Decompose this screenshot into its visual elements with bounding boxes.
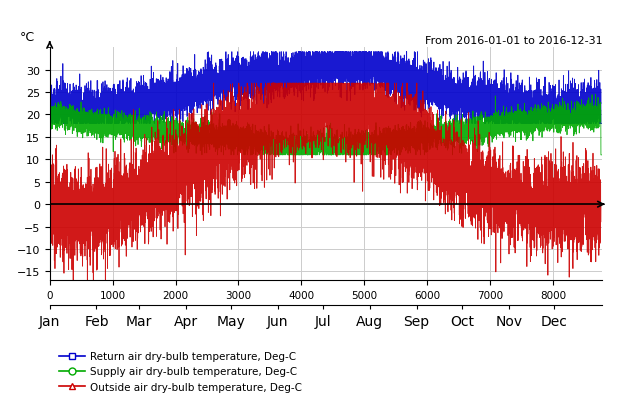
Legend: Return air dry-bulb temperature, Deg-C, Supply air dry-bulb temperature, Deg-C, : Return air dry-bulb temperature, Deg-C, …	[55, 347, 307, 396]
Y-axis label: °C: °C	[20, 30, 35, 43]
Text: From 2016-01-01 to 2016-12-31: From 2016-01-01 to 2016-12-31	[425, 36, 602, 46]
